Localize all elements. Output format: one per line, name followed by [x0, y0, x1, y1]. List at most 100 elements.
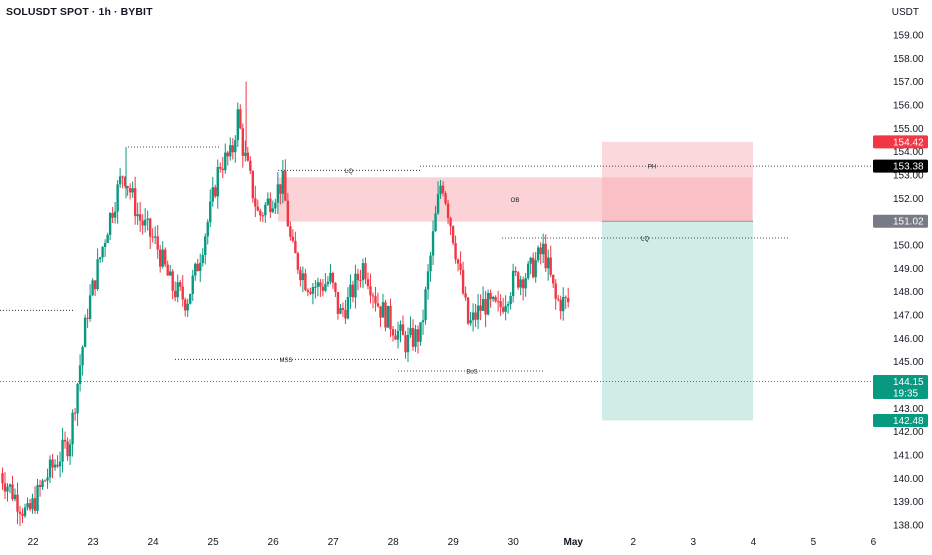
candle-body[interactable] [384, 302, 387, 328]
candle-body[interactable] [536, 247, 540, 261]
candle-body[interactable] [179, 282, 182, 287]
candle-body[interactable] [236, 109, 239, 141]
candle-body[interactable] [449, 218, 452, 227]
candle-body[interactable] [434, 213, 437, 232]
candle-body[interactable] [459, 263, 462, 270]
candle-body[interactable] [231, 145, 234, 153]
candle-body[interactable] [156, 236, 159, 250]
candle-body[interactable] [91, 280, 94, 296]
candle-body[interactable] [336, 291, 340, 314]
candle-body[interactable] [316, 282, 320, 287]
candle-body[interactable] [133, 188, 137, 217]
candle-body[interactable] [539, 247, 542, 255]
candle-body[interactable] [284, 171, 287, 201]
candle-body[interactable] [494, 296, 497, 302]
candle-body[interactable] [206, 222, 209, 237]
candle-body[interactable] [189, 293, 192, 304]
candle-body[interactable] [451, 226, 455, 244]
candle-body[interactable] [148, 218, 152, 237]
candle-body[interactable] [534, 260, 537, 278]
candle-body[interactable] [259, 210, 262, 216]
candle-body[interactable] [296, 253, 300, 270]
candle-body[interactable] [424, 289, 427, 321]
candle-body[interactable] [254, 198, 257, 207]
candle-body[interactable] [514, 270, 517, 273]
candle-body[interactable] [504, 305, 507, 312]
candle-body[interactable] [131, 188, 134, 193]
candle-body[interactable] [471, 312, 475, 321]
candle-body[interactable] [209, 201, 212, 223]
candle-body[interactable] [18, 511, 22, 514]
candle-body[interactable] [98, 257, 102, 260]
candle-body[interactable] [261, 215, 265, 217]
candle-body[interactable] [426, 271, 430, 290]
candle-body[interactable] [31, 498, 34, 510]
candle-body[interactable] [486, 292, 490, 315]
candle-body[interactable] [128, 188, 132, 193]
candle-body[interactable] [349, 284, 352, 297]
candle-body[interactable] [351, 284, 355, 298]
candle-body[interactable] [196, 263, 199, 272]
candle-body[interactable] [557, 298, 560, 300]
candle-body[interactable] [334, 282, 337, 292]
candle-body[interactable] [21, 513, 24, 516]
candle-body[interactable] [158, 249, 162, 267]
candle-body[interactable] [304, 273, 307, 291]
candle-body[interactable] [324, 284, 327, 291]
candle-body[interactable] [136, 214, 139, 217]
candle-body[interactable] [562, 297, 565, 312]
candle-body[interactable] [256, 206, 260, 211]
candle-body[interactable] [16, 494, 19, 512]
candle-body[interactable] [339, 308, 342, 314]
candle-body[interactable] [93, 280, 97, 290]
candle-body[interactable] [143, 219, 147, 226]
candle-body[interactable] [466, 297, 470, 324]
candle-body[interactable] [274, 202, 277, 209]
candle-body[interactable] [184, 299, 187, 311]
candle-body[interactable] [299, 269, 302, 281]
price-badge[interactable] [873, 135, 928, 149]
candle-body[interactable] [406, 334, 410, 353]
candle-body[interactable] [301, 273, 305, 281]
candle-body[interactable] [194, 263, 197, 276]
candle-body[interactable] [361, 263, 365, 281]
candle-body[interactable] [414, 329, 417, 347]
candle-body[interactable] [241, 128, 244, 156]
candle-body[interactable] [314, 286, 317, 288]
candle-body[interactable] [567, 298, 570, 303]
candle-body[interactable] [121, 176, 124, 178]
candle-body[interactable] [344, 309, 347, 319]
candle-body[interactable] [309, 291, 312, 294]
candle-body[interactable] [66, 441, 69, 457]
candle-body[interactable] [416, 329, 420, 342]
candle-body[interactable] [559, 299, 562, 312]
candle-body[interactable] [501, 307, 505, 312]
candle-body[interactable] [73, 412, 77, 414]
candle-body[interactable] [404, 335, 407, 353]
candle-body[interactable] [511, 270, 515, 297]
candle-body[interactable] [123, 177, 127, 187]
candle-body[interactable] [68, 444, 72, 457]
candle-body[interactable] [399, 324, 402, 331]
candle-body[interactable] [479, 305, 482, 311]
candle-body[interactable] [118, 176, 122, 185]
candle-body[interactable] [43, 480, 47, 482]
candle-body[interactable] [496, 301, 500, 303]
candle-body[interactable] [439, 185, 442, 195]
candle-body[interactable] [116, 184, 119, 212]
candle-body[interactable] [554, 283, 557, 299]
candle-body[interactable] [371, 295, 375, 297]
candle-body[interactable] [354, 273, 357, 298]
candle-body[interactable] [476, 305, 480, 320]
candle-body[interactable] [541, 243, 545, 255]
candle-body[interactable] [286, 200, 290, 227]
candle-body[interactable] [529, 257, 532, 264]
candle-body[interactable] [474, 312, 477, 320]
candle-body[interactable] [251, 170, 255, 199]
candle-body[interactable] [564, 297, 567, 299]
candle-body[interactable] [552, 274, 555, 284]
candle-body[interactable] [411, 327, 415, 347]
candle-body[interactable] [244, 152, 247, 156]
candle-body[interactable] [481, 299, 485, 311]
